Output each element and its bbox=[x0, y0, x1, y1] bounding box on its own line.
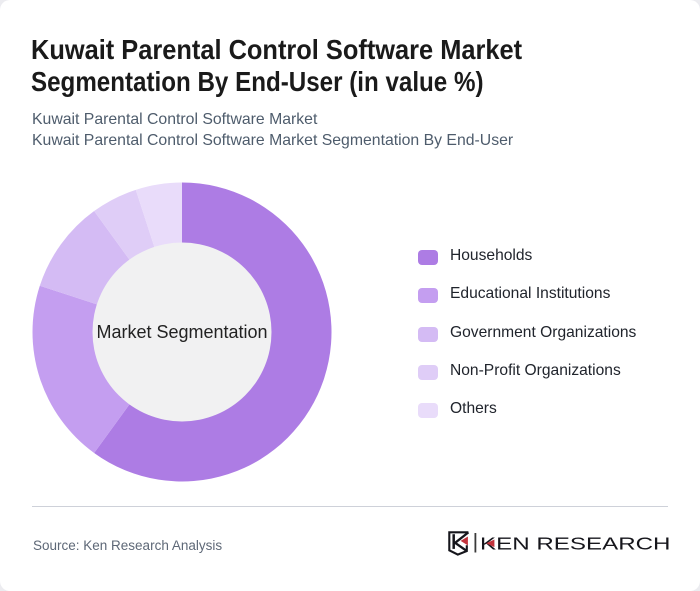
svg-text:KEN RESEARCH: KEN RESEARCH bbox=[480, 533, 671, 553]
svg-text:Market Segmentation: Market Segmentation bbox=[96, 322, 267, 342]
